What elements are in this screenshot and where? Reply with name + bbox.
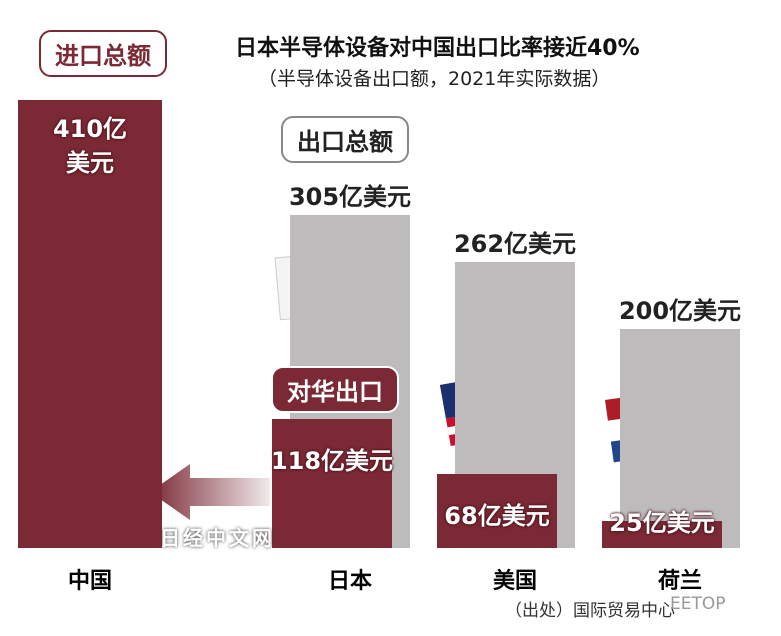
source: （出处）国际贸易中心 bbox=[505, 601, 675, 621]
watermark: EETOP bbox=[670, 594, 726, 614]
value-label: 200亿美元 bbox=[618, 297, 742, 326]
arrow bbox=[150, 464, 270, 520]
value-label: 25亿美元 bbox=[609, 509, 715, 537]
bar bbox=[620, 329, 740, 548]
x-tick-label: 美国 bbox=[492, 569, 538, 594]
value-label: 410亿美元 bbox=[52, 115, 128, 177]
value-label: 262亿美元 bbox=[453, 229, 577, 258]
bar bbox=[18, 100, 162, 548]
legend-entry: 对华出口 bbox=[271, 366, 399, 413]
chart-subtitle: （半导体设备出口额，2021年实际数据） bbox=[258, 68, 611, 90]
legend-entry: 进口总额 bbox=[39, 30, 167, 77]
value-label: 68亿美元 bbox=[444, 501, 550, 530]
chart-title: 日本半导体设备对中国出口比率接近40% bbox=[235, 36, 640, 61]
bar bbox=[272, 419, 392, 548]
value-label: 305亿美元 bbox=[288, 182, 412, 211]
bar bbox=[602, 520, 722, 548]
value-label: 118亿美元 bbox=[270, 447, 394, 476]
x-tick-label: 荷兰 bbox=[657, 569, 703, 594]
bar bbox=[437, 473, 557, 548]
legend-entry: 出口总额 bbox=[281, 116, 409, 163]
x-tick-label: 中国 bbox=[67, 569, 113, 594]
watermark: 日经中文网 bbox=[160, 526, 275, 550]
x-tick-label: 日本 bbox=[327, 569, 373, 594]
